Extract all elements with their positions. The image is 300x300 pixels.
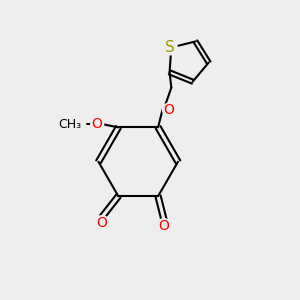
Circle shape xyxy=(163,103,176,116)
Text: O: O xyxy=(164,103,174,117)
Text: O: O xyxy=(92,117,103,131)
Text: O: O xyxy=(158,219,169,233)
Circle shape xyxy=(163,40,177,55)
Circle shape xyxy=(96,216,109,229)
Text: CH₃: CH₃ xyxy=(58,118,81,131)
Circle shape xyxy=(91,118,103,131)
Circle shape xyxy=(158,219,170,232)
Text: S: S xyxy=(165,40,175,55)
Text: O: O xyxy=(97,216,108,230)
